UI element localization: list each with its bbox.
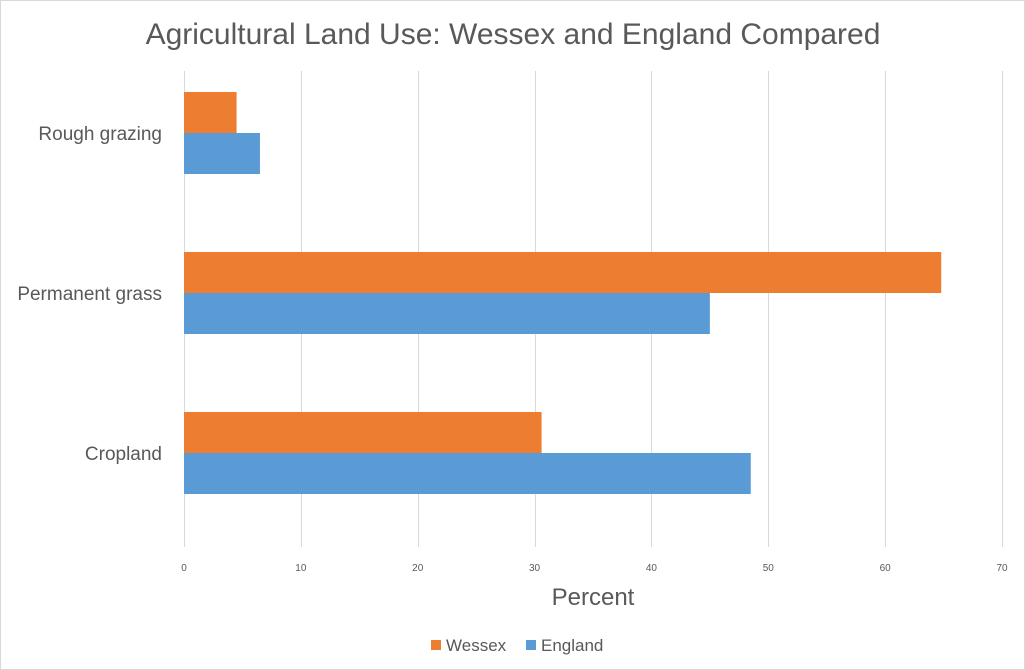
category-label: Cropland xyxy=(85,444,162,465)
bars xyxy=(184,92,942,494)
bar-wessex-cropland xyxy=(184,412,542,453)
category-labels: Rough grazing Permanent grass Cropland xyxy=(17,124,162,465)
bar-wessex-permanent-grass xyxy=(184,252,942,293)
legend-label-england: England xyxy=(541,636,603,655)
x-tick-label-10: 10 xyxy=(295,563,307,574)
legend-swatch-wessex xyxy=(431,640,441,650)
x-tick-labels: 0 10 20 30 40 50 60 70 xyxy=(181,563,1008,574)
x-axis-title: Percent xyxy=(552,584,635,611)
category-label: Rough grazing xyxy=(38,124,162,145)
bar-england-permanent-grass xyxy=(184,293,710,334)
x-tick-label-0: 0 xyxy=(181,563,187,574)
category-label: Permanent grass xyxy=(17,284,162,305)
bar-wessex-rough-grazing xyxy=(184,92,237,133)
x-tick-label-50: 50 xyxy=(763,563,775,574)
x-tick-label-20: 20 xyxy=(412,563,424,574)
x-tick-label-60: 60 xyxy=(880,563,892,574)
legend-swatch-england xyxy=(526,640,536,650)
x-tick-label-40: 40 xyxy=(646,563,658,574)
legend: Wessex England xyxy=(431,636,603,655)
bar-england-rough-grazing xyxy=(184,133,260,174)
x-tick-label-70: 70 xyxy=(996,563,1008,574)
bar-england-cropland xyxy=(184,453,751,494)
x-tick-label-30: 30 xyxy=(529,563,541,574)
legend-label-wessex: Wessex xyxy=(446,636,507,655)
chart-title: Agricultural Land Use: Wessex and Englan… xyxy=(146,18,881,51)
